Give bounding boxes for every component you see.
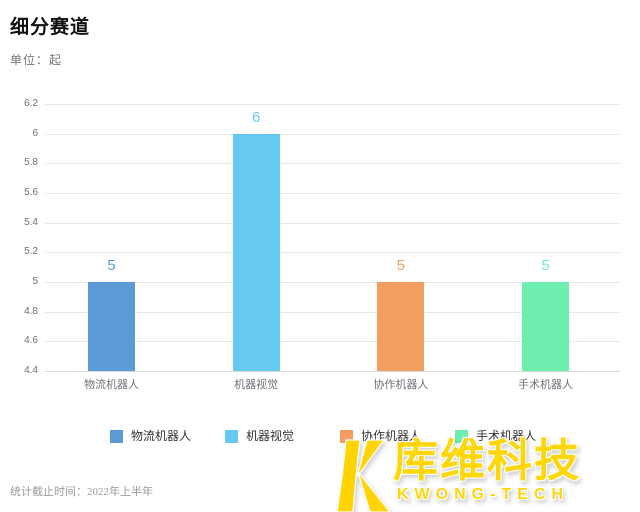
legend-item-机器视觉[interactable]: 机器视觉 xyxy=(225,430,294,443)
legend-item-物流机器人[interactable]: 物流机器人 xyxy=(110,430,191,443)
y-axis-tick-label: 4.4 xyxy=(24,365,38,376)
bar-value-label: 5 xyxy=(396,257,405,274)
y-axis-tick-label: 5.4 xyxy=(24,216,38,228)
bar-协作机器人 xyxy=(377,282,425,371)
legend-color-swatch xyxy=(455,430,468,443)
gridline xyxy=(45,133,620,135)
y-axis-tick-label: 6 xyxy=(32,127,38,139)
gridline xyxy=(45,222,620,224)
bar-机器视觉 xyxy=(232,133,280,371)
logo-name-english: KWONG-TECH xyxy=(397,486,569,503)
legend-item-手术机器人[interactable]: 手术机器人 xyxy=(455,430,536,443)
page-title: 细分赛道 xyxy=(10,17,91,38)
gridline xyxy=(45,104,620,105)
gridline xyxy=(45,252,620,254)
legend-item-协作机器人[interactable]: 协作机器人 xyxy=(340,430,421,443)
gridline xyxy=(45,193,620,194)
legend-color-swatch xyxy=(110,430,123,443)
gridline xyxy=(45,163,620,165)
y-axis-tick-label: 5.2 xyxy=(24,246,38,258)
bar-value-label: 6 xyxy=(251,108,261,126)
x-axis-category-label: 物流机器人 xyxy=(84,379,139,391)
x-axis-category-label: 机器视觉 xyxy=(234,379,279,391)
kwong-tech-logo-k-icon xyxy=(336,439,390,512)
y-axis-tick-label: 6.2 xyxy=(24,98,38,109)
y-axis-tick-label: 5.6 xyxy=(24,187,38,198)
bar-物流机器人 xyxy=(88,282,135,371)
gridline xyxy=(45,282,620,283)
gridline xyxy=(45,311,620,313)
stats-cutoff-note: 统计截止时间：2022年上半年 xyxy=(10,486,153,498)
legend-item-label: 机器视觉 xyxy=(246,429,295,443)
bar-手术机器人 xyxy=(522,282,569,371)
y-axis-tick-label: 4.6 xyxy=(24,335,38,347)
legend-item-label: 手术机器人 xyxy=(476,429,537,443)
x-axis-category-label: 手术机器人 xyxy=(518,379,573,391)
y-axis-tick-label: 4.8 xyxy=(24,305,38,317)
gridline xyxy=(45,341,620,343)
bar-value-label: 5 xyxy=(541,257,550,274)
logo-text-block: 库维科技 KWONG-TECH xyxy=(393,437,581,505)
bar-value-label: 5 xyxy=(107,257,116,274)
x-axis-category-label: 协作机器人 xyxy=(373,379,429,391)
y-axis-tick-label: 5 xyxy=(32,276,38,287)
legend-color-swatch xyxy=(225,430,238,443)
kwong-tech-logo: 库维科技 KWONG-TECH xyxy=(336,437,636,512)
gridline xyxy=(45,371,620,372)
logo-name-chinese: 库维科技 xyxy=(393,435,582,486)
legend-item-label: 协作机器人 xyxy=(361,429,422,443)
y-axis-tick-label: 5.8 xyxy=(24,157,38,169)
legend-item-label: 物流机器人 xyxy=(131,429,192,443)
unit-label: 单位：起 xyxy=(10,53,63,67)
